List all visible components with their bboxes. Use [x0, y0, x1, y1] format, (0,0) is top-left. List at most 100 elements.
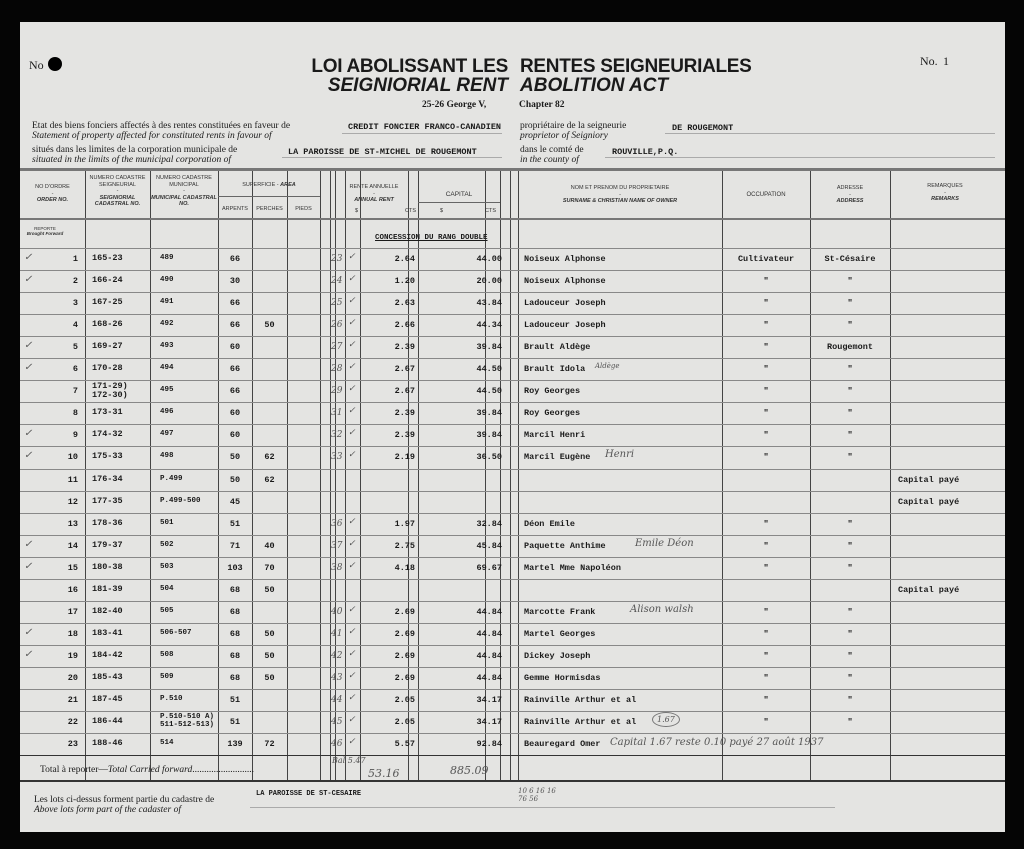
table-row: 3 167-25 491 66 25 2.63 43.84 Ladouceur Joseph "…	[20, 292, 1005, 314]
address: "	[847, 717, 853, 728]
order-number: 15	[67, 562, 78, 573]
seigniorial-cadastral-no: 179-37	[92, 539, 123, 550]
occupation: "	[763, 717, 769, 728]
col-area: SUPERFICIE - AREA	[242, 182, 296, 188]
capital: 39.84	[476, 342, 502, 353]
municipal-cadastral-no: 509	[160, 672, 174, 681]
grid-line	[218, 169, 219, 780]
occupation: "	[763, 562, 769, 573]
capital: 44.00	[476, 254, 502, 264]
checkmark-icon: ✓	[348, 318, 356, 329]
capital-dollar: $	[440, 208, 444, 214]
seigniorial-cadastral-no: 186-44	[92, 716, 123, 727]
owner-name: Noiseux Alphonse	[524, 254, 606, 264]
capital: 32.84	[476, 518, 502, 529]
no-right-value: 1	[943, 54, 949, 68]
col-seign: NUMERO CADASTRE SEIGNEURIAL - SEIGNIORIAL …	[89, 175, 146, 207]
municipal-cadastral-no: 514	[160, 739, 174, 748]
municipal-cadastral-no: 490	[160, 276, 174, 285]
table-row: 10 175-33 498 50 62 33 2.19 36.50 Marcil Eugène "…	[20, 446, 1005, 468]
checkmark-icon: ✓	[24, 450, 33, 462]
occupation: "	[763, 518, 769, 529]
grid-line	[20, 402, 1005, 404]
rent-line-note: 42	[331, 650, 343, 661]
grid-line	[408, 169, 409, 780]
owner-name: Brault Aldège	[524, 342, 591, 353]
seigniorial-cadastral-no: 171-29) 172-30)	[92, 381, 128, 401]
order-number: 17	[67, 606, 78, 617]
checkmark-icon: ✓	[24, 428, 33, 440]
arpents: 66	[229, 386, 241, 397]
checkmark-icon: ✓	[24, 538, 33, 550]
table-row: 19 184-42 508 68 50 42 2.69 44.84 Dickey Joseph "…	[20, 645, 1005, 667]
occupation: "	[763, 430, 769, 441]
brought-forward: REPORTE Brought Forward	[26, 226, 64, 236]
col-arpents: ARPENTS	[222, 206, 248, 212]
order-number: 3	[72, 298, 78, 309]
handwritten-annotation: Emile Déon	[635, 537, 694, 549]
perches: 50	[264, 628, 275, 639]
checkmark-icon: ✓	[348, 693, 356, 703]
capital: 34.17	[476, 717, 502, 728]
annual-rent: 2.05	[394, 695, 415, 705]
owner-name: Rainville Arthur et al	[524, 695, 637, 705]
annual-rent: 2.67	[394, 386, 415, 397]
checkmark-icon: ✓	[24, 362, 33, 374]
grid-line	[320, 169, 321, 780]
circled-note: 1.67	[652, 712, 680, 727]
seigniorial-cadastral-no: 182-40	[92, 605, 123, 616]
address: "	[847, 672, 853, 683]
grid-line	[287, 169, 288, 780]
grid-line	[20, 270, 1005, 272]
checkmark-icon: ✓	[24, 560, 33, 572]
grid-line	[20, 358, 1005, 360]
address: "	[847, 298, 853, 309]
capital: 34.17	[476, 695, 502, 705]
annual-rent: 2.19	[394, 452, 415, 463]
checkmark-icon: ✓	[348, 715, 356, 726]
order-number: 2	[72, 276, 78, 287]
col-muni: NUMERO CADASTRE MUNICIPAL - MUNICIPAL CADA…	[151, 175, 217, 207]
annual-rent: 5.57	[394, 739, 415, 750]
rent-line-note: 40	[331, 606, 343, 617]
county-label: dans le comté de in the county of	[520, 145, 584, 165]
address: "	[847, 540, 853, 551]
col-rent: RENTE ANNUELLE - ANNUAL RENT	[349, 184, 399, 203]
capital: 44.84	[476, 628, 502, 639]
seigniorial-cadastral-no: 165-23	[92, 253, 123, 263]
grid-line	[20, 534, 1005, 536]
occupation: "	[763, 364, 769, 375]
table-row: 5 169-27 493 60 27 2.39 39.84 Brault Aldège " Rou…	[20, 336, 1005, 358]
rent-line-note: 41	[331, 628, 343, 639]
address: "	[847, 518, 853, 529]
grid-line	[345, 169, 346, 780]
seigniorial-cadastral-no: 181-39	[92, 583, 123, 594]
table-row: 15 180-38 503 103 70 38 4.18 69.67 Martel Mme Na…	[20, 557, 1005, 579]
arpents: 66	[229, 254, 241, 264]
arpents: 66	[229, 364, 241, 375]
rent-annotation: Bal 5.47	[332, 756, 366, 765]
checkmark-icon: ✓	[348, 428, 356, 439]
capital: 44.84	[476, 672, 502, 683]
table-row: 4 168-26 492 66 50 26 2.66 44.34 Ladouceur Josep…	[20, 314, 1005, 336]
owner-name: Rainville Arthur et al	[524, 717, 637, 728]
seigniorial-cadastral-no: 178-36	[92, 517, 123, 528]
col-capital: CAPITAL	[445, 191, 473, 198]
grid-line	[20, 336, 1005, 338]
occupation: "	[763, 276, 769, 287]
municipal-cadastral-no: 503	[160, 562, 174, 571]
table-row: 21 187-45 P.510 51 44 2.05 34.17 Rainville Arth…	[20, 689, 1005, 711]
remarks: Capital payé	[898, 584, 960, 595]
owner-name: Déon Emile	[524, 518, 576, 529]
checkmark-icon: ✓	[24, 648, 33, 660]
order-number: 9	[72, 430, 78, 441]
municipal-cadastral-no: 491	[160, 298, 174, 307]
owner-name: Marcotte Frank	[524, 606, 596, 617]
grid-line	[418, 169, 419, 780]
favour-value: CREDIT FONCIER FRANCO-CANADIEN	[348, 122, 502, 132]
checkmark-icon: ✓	[348, 450, 356, 461]
address: "	[847, 276, 853, 287]
grid-line	[485, 169, 486, 780]
municipal-cadastral-no: P.499	[160, 474, 183, 483]
capital: 44.50	[476, 364, 502, 375]
